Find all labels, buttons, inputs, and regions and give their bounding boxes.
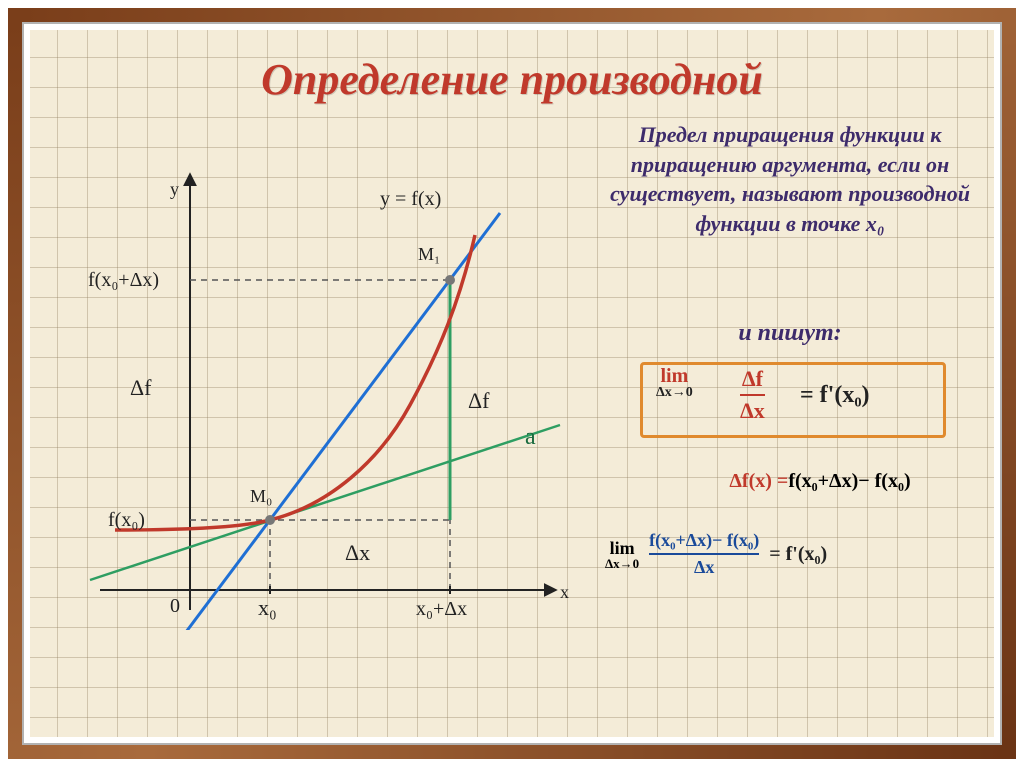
- full-limit-formula: lim Δx→0 f(x₀+Δx)− f(x₀) Δx = f'(x₀): [605, 530, 994, 578]
- full-lim-sub: Δx→0: [605, 557, 639, 570]
- full-frac-numer: f(x₀+Δx)− f(x₀): [649, 530, 759, 551]
- full-lim-text: lim: [605, 539, 639, 557]
- label-m1: M₁: [418, 244, 440, 264]
- limit-fraction: Δf Δx: [740, 366, 765, 424]
- full-frac-denom: Δx: [649, 557, 759, 578]
- page: Определение производной: [0, 0, 1024, 767]
- frac-bar: [740, 394, 765, 396]
- delta-f-definition: Δf(x) =f(x₀+Δx)− f(x₀): [630, 470, 994, 493]
- lim-text: lim: [656, 366, 693, 386]
- label-origin: 0: [170, 595, 180, 617]
- limit-equals-fprime: = f'(x₀): [800, 382, 870, 409]
- delta-f-red: Δf(x) =: [729, 470, 788, 492]
- point-m1: [445, 275, 455, 285]
- point-m0: [265, 515, 275, 525]
- label-x: x: [560, 582, 569, 602]
- full-frac-bar: [649, 553, 759, 555]
- full-limit-equals: = f'(x₀): [769, 543, 827, 566]
- and-write-label: и пишут:: [600, 320, 980, 347]
- page-title: Определение производной: [30, 54, 994, 105]
- frac-denom: Δx: [740, 398, 765, 424]
- full-lim-operator: lim Δx→0: [605, 539, 639, 570]
- label-df-right: Δf: [468, 388, 490, 413]
- derivative-diagram: y x 0 y = f(x) M₀ M₁ f(x₀) f(x₀+Δx) x₀ x…: [70, 150, 570, 630]
- label-fx1: f(x₀+Δx): [88, 269, 159, 291]
- label-m0: M₀: [250, 486, 272, 506]
- frac-numer: Δf: [740, 366, 765, 392]
- label-x1: x₀+Δx: [416, 598, 467, 620]
- label-x0: x₀: [258, 595, 277, 620]
- label-curve: y = f(x): [380, 188, 441, 210]
- label-dx: Δx: [345, 540, 370, 565]
- delta-f-rest: f(x₀+Δx)− f(x₀): [788, 470, 910, 492]
- label-fx0: f(x₀): [108, 509, 145, 531]
- limit-operator: lim Δx→0: [656, 366, 693, 400]
- label-y: y: [170, 179, 179, 199]
- definition-text: Предел приращения функции к приращению а…: [600, 120, 980, 239]
- label-a: a: [525, 424, 536, 450]
- lim-sub: Δx→0: [656, 386, 693, 400]
- label-df-left: Δf: [130, 375, 152, 400]
- full-limit-fraction: f(x₀+Δx)− f(x₀) Δx: [649, 530, 759, 578]
- graph-paper: Определение производной: [30, 30, 994, 737]
- dashed-guides: [190, 280, 450, 590]
